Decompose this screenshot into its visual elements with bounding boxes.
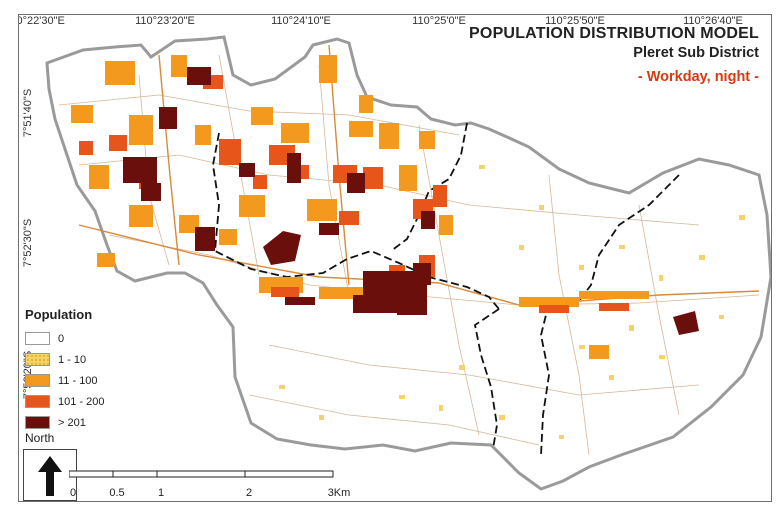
legend-item: 101 - 200	[25, 391, 135, 412]
longitude-label: 110°26'40"E	[683, 15, 743, 27]
scale-label: 1	[157, 487, 165, 499]
scale-bar: 0 0.5 1 2 3Km	[68, 465, 350, 499]
population-patches	[71, 55, 745, 439]
legend-swatch	[25, 353, 50, 366]
legend-swatch	[25, 332, 50, 345]
legend-item: 11 - 100	[25, 370, 135, 391]
map-canvas[interactable]	[19, 15, 772, 502]
longitude-label: 110°22'30"E	[18, 15, 65, 27]
scale-label: 0.5	[109, 487, 125, 499]
legend-label: > 201	[58, 416, 86, 429]
north-arrow-icon	[38, 456, 62, 496]
scale-label: 0	[69, 487, 77, 499]
legend-item: > 201	[25, 412, 135, 433]
longitude-label: 110°23'20"E	[135, 15, 195, 27]
legend-swatch	[25, 395, 50, 408]
legend-label: 101 - 200	[58, 395, 105, 408]
village-boundary-2	[390, 122, 468, 252]
title-block: POPULATION DISTRIBUTION MODEL Pleret Sub…	[469, 25, 759, 85]
map-frame: 110°22'30"E 110°23'20"E 110°24'10"E 110°…	[18, 14, 772, 502]
map-title: POPULATION DISTRIBUTION MODEL	[469, 25, 759, 42]
legend-item: 0	[25, 328, 135, 349]
longitude-label: 110°25'50"E	[545, 15, 605, 27]
village-boundary-1	[212, 132, 500, 310]
scale-label: 3Km	[327, 487, 351, 499]
north-label: North	[25, 431, 55, 445]
north-arrow-box	[23, 449, 77, 501]
scale-bar-graphic	[68, 470, 334, 478]
village-boundary-3	[473, 308, 500, 450]
longitude-label: 110°25'0"E	[412, 15, 466, 27]
legend-swatch	[25, 374, 50, 387]
legend-title: Population	[25, 307, 93, 322]
scale-label: 2	[245, 487, 253, 499]
village-boundary-4	[540, 174, 680, 456]
legend: Population 0 1 - 10 11 - 100 101 - 200 >…	[25, 307, 135, 433]
scenario-label: - Workday, night -	[637, 69, 759, 85]
map-subtitle: Pleret Sub District	[633, 45, 759, 61]
longitude-label: 110°24'10"E	[271, 15, 331, 27]
legend-label: 0	[58, 332, 65, 345]
legend-item: 1 - 10	[25, 349, 135, 370]
legend-label: 1 - 10	[58, 353, 87, 366]
legend-label: 11 - 100	[58, 374, 98, 387]
legend-swatch	[25, 416, 50, 429]
